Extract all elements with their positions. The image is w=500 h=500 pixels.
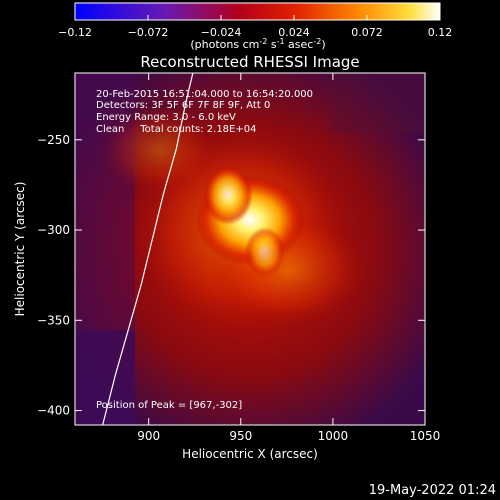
colorbar-tick-label: −0.072: [128, 26, 169, 39]
y-tick-label: −300: [37, 223, 70, 237]
y-tick-label: −350: [37, 313, 70, 327]
heatmap-image: [75, 73, 425, 425]
generation-timestamp: 19-May-2022 01:24: [369, 483, 496, 498]
x-tick-label: 900: [137, 429, 160, 443]
y-axis-label: Heliocentric Y (arcsec): [13, 182, 27, 317]
solar-limb-curve: [102, 73, 194, 425]
x-tick-label: 1000: [318, 429, 349, 443]
colorbar-tick-label: −0.024: [201, 26, 242, 39]
colorbar-ticks: −0.12 −0.072 −0.024 0.024 0.072 0.12: [58, 15, 452, 39]
axis-ticks: 900 950 1000 1050 −250 −300 −350 −400: [37, 73, 440, 443]
x-axis-label: Heliocentric X (arcsec): [182, 447, 318, 461]
colorbar: [74, 2, 441, 21]
colorbar-unit-label: (photons cm-2 s-1 asec-2): [190, 37, 325, 51]
chart-title: Reconstructed RHESSI Image: [140, 53, 359, 71]
info-detectors: Detectors: 3F 5F 6F 7F 8F 9F, Att 0: [96, 100, 270, 111]
y-tick-label: −400: [37, 404, 70, 418]
peak-position: Position of Peak = [967,-302]: [96, 400, 242, 411]
x-tick-label: 1050: [410, 429, 441, 443]
plot-frame: [74, 72, 426, 426]
y-tick-label: −250: [37, 133, 70, 147]
colorbar-tick-label: 0.072: [351, 26, 383, 39]
colorbar-tick-label: 0.024: [278, 26, 310, 39]
info-time-range: 20-Feb-2015 16:51:04.000 to 16:54:20.000: [96, 89, 313, 100]
info-energy-range: Energy Range: 3.0 - 6.0 keV: [96, 112, 236, 123]
info-counts: Clean Total counts: 2.18E+04: [96, 124, 256, 135]
x-tick-label: 950: [229, 429, 252, 443]
colorbar-tick-label: 0.12: [428, 26, 453, 39]
colorbar-tick-label: −0.12: [58, 26, 92, 39]
